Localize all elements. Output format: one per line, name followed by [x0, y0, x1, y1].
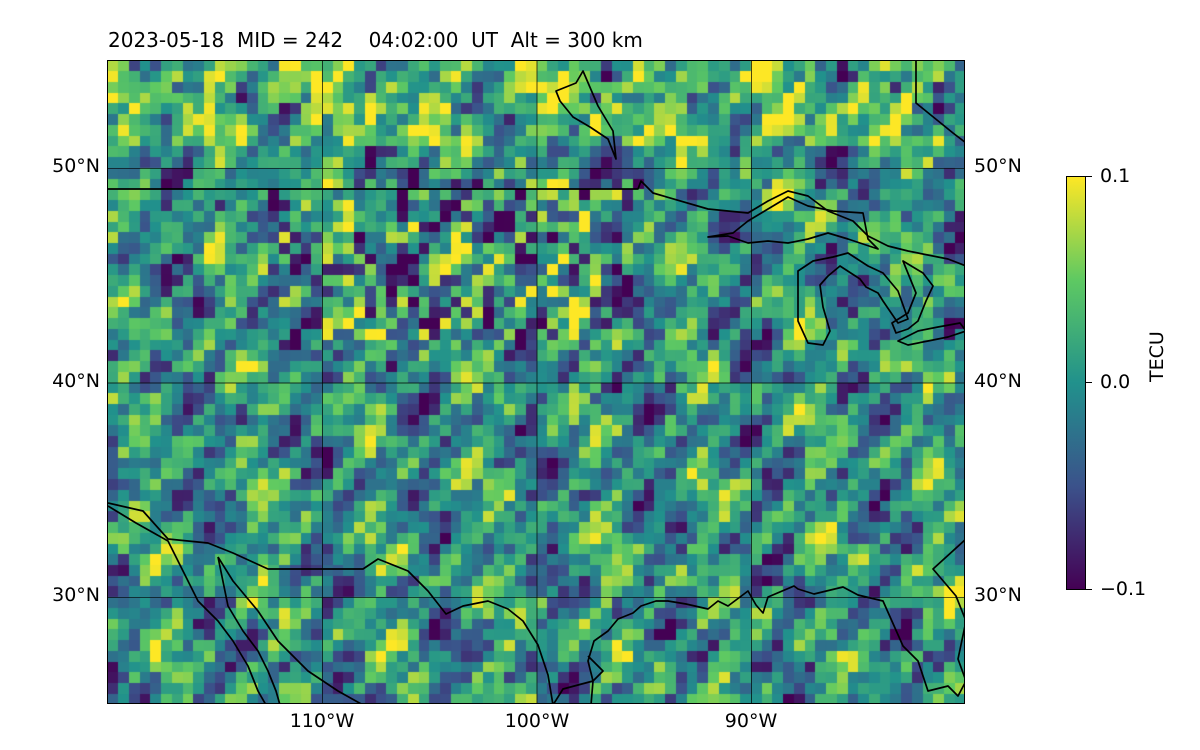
lat-label-50-right: 50°N: [974, 155, 1022, 177]
lon-label-90w: 90°W: [724, 710, 778, 732]
lon-label-110w: 110°W: [289, 710, 355, 732]
northeast-border: [915, 61, 964, 143]
gulf-coast-us: [587, 539, 964, 703]
map-overlay: [108, 61, 964, 703]
map-title: 2023-05-18 MID = 242 04:02:00 UT Alt = 3…: [108, 28, 643, 52]
lat-label-30-left: 30°N: [52, 584, 100, 606]
gulf-of-california: [217, 556, 362, 703]
lat-label-40-left: 40°N: [52, 370, 100, 392]
title-mid: MID = 242: [236, 28, 344, 52]
lake-superior: [707, 196, 879, 250]
lon-label-100w: 100°W: [504, 710, 570, 732]
us-mexico-border: [108, 502, 554, 703]
colorbar-label-min: −0.1: [1100, 578, 1147, 600]
colorbar-label-zero: 0.0: [1100, 371, 1131, 393]
title-alt: Alt = 300 km: [510, 28, 643, 52]
baja-california: [108, 505, 266, 703]
title-time: 04:02:00 UT: [368, 28, 498, 52]
us-canada-border: [108, 180, 964, 267]
colorbar-tick-zero: [1086, 382, 1092, 384]
colorbar-label-max: 0.1: [1100, 165, 1131, 187]
lat-label-40-right: 40°N: [974, 370, 1022, 392]
tec-map: [107, 60, 965, 704]
lat-label-50-left: 50°N: [52, 155, 100, 177]
colorbar-tick-max: [1086, 176, 1092, 178]
lake-huron: [891, 260, 934, 334]
colorbar-title: TECU: [1146, 331, 1168, 382]
title-date: 2023-05-18: [108, 28, 225, 52]
gridlines: [108, 61, 964, 703]
lat-label-30-right: 30°N: [974, 584, 1022, 606]
mexico-east-coast: [553, 655, 604, 703]
lake-michigan: [797, 252, 909, 346]
coastlines: [108, 61, 964, 703]
lake-erie: [897, 322, 964, 346]
hudson-bay-shore: [555, 70, 617, 160]
colorbar-tick-min: [1086, 589, 1092, 591]
colorbar: [1066, 176, 1086, 590]
